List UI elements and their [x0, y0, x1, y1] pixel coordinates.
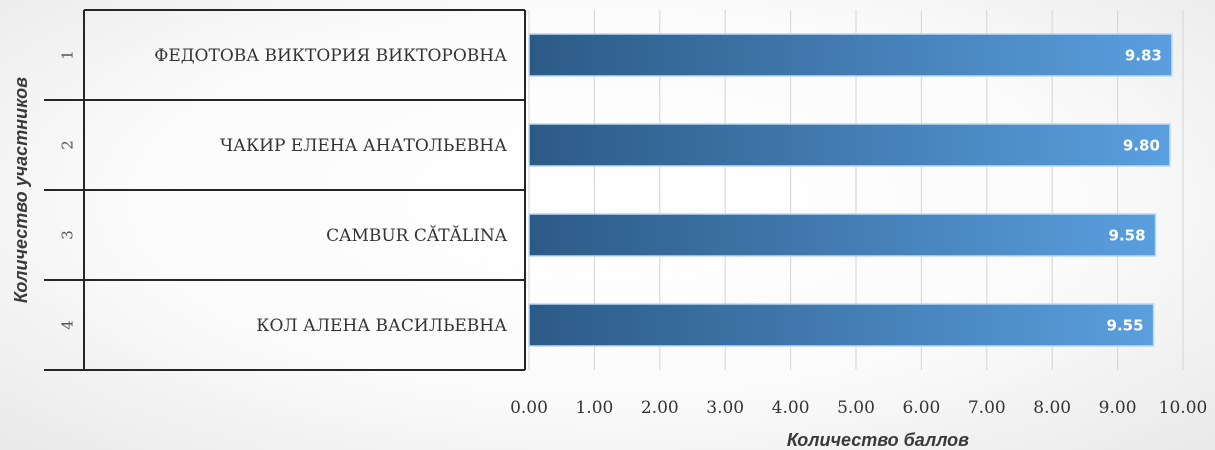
category-rank: 2	[58, 140, 76, 150]
bar	[528, 123, 1171, 167]
data-label: 9.58	[1109, 226, 1146, 244]
x-axis-ticks: 0.00 1.00 2.00 3.00 4.00 5.00 6.00 7.00 8.00 9.00…	[510, 398, 1207, 418]
x-tick-label: 3.00	[706, 398, 744, 418]
category-rank: 3	[58, 230, 76, 240]
x-tick-label: 6.00	[902, 398, 940, 418]
x-tick-label: 9.00	[1099, 398, 1137, 418]
category-label: КОЛ АЛЕНА ВАСИЛЬЕВНА	[256, 316, 507, 336]
y-axis-title: Количество участников	[11, 77, 31, 303]
category-table: 1 ФЕДОТОВА ВИКТОРИЯ ВИКТОРОВНА 2 ЧАКИР ЕЛЕН…	[44, 9, 526, 371]
x-tick-label: 4.00	[772, 398, 810, 418]
x-axis-title: Количество баллов	[787, 430, 969, 450]
data-label: 9.80	[1123, 136, 1160, 154]
bar	[528, 33, 1173, 77]
category-label: ЧАКИР ЕЛЕНА АНАТОЛЬЕВНА	[220, 136, 507, 156]
x-tick-label: 10.00	[1159, 398, 1208, 418]
x-tick-label: 8.00	[1033, 398, 1071, 418]
x-tick-label: 2.00	[641, 398, 679, 418]
x-tick-label: 5.00	[837, 398, 875, 418]
category-rank: 1	[58, 50, 76, 60]
x-tick-label: 0.00	[510, 398, 548, 418]
x-tick-label: 1.00	[575, 398, 613, 418]
bars: 9.83 9.80 9.58 9.55	[528, 33, 1173, 347]
bar	[528, 213, 1157, 257]
category-label: ФЕДОТОВА ВИКТОРИЯ ВИКТОРОВНА	[154, 46, 507, 66]
data-label: 9.55	[1107, 316, 1144, 334]
x-tick-label: 7.00	[968, 398, 1006, 418]
category-label: CAMBUR CĂTĂLINA	[326, 225, 508, 246]
data-label: 9.83	[1125, 46, 1162, 64]
bar	[528, 303, 1155, 347]
category-rank: 4	[58, 320, 76, 330]
